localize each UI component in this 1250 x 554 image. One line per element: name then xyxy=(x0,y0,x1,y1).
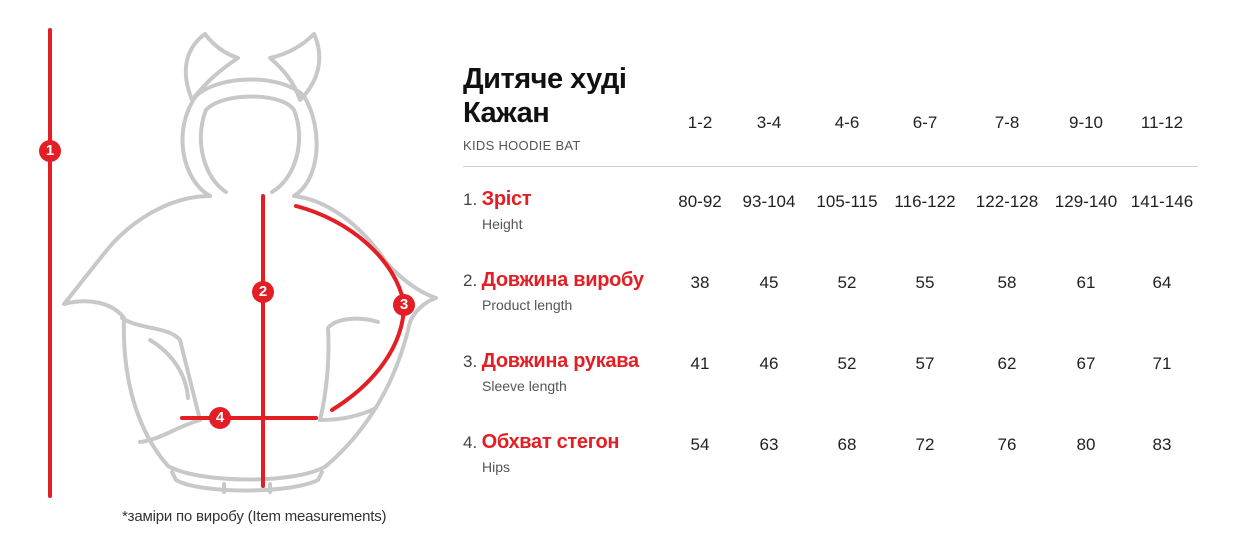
size-col-header: 11-12 xyxy=(1140,113,1184,132)
size-col-header: 9-10 xyxy=(1068,113,1104,132)
table-cell: 68 xyxy=(837,435,857,454)
table-cell: 45 xyxy=(759,273,779,292)
size-col-header: 7-8 xyxy=(994,113,1020,132)
row-number: 4. xyxy=(463,433,478,452)
table-cell: 72 xyxy=(915,435,935,454)
hoodie-diagram: 1 2 3 4 *заміри по виробу (Item measurem… xyxy=(0,0,450,554)
size-col-header: 4-6 xyxy=(834,113,860,132)
table-cell: 52 xyxy=(837,354,857,373)
row-number: 2. xyxy=(463,271,478,290)
table-cell: 105-115 xyxy=(816,192,878,211)
row-label: 2. Довжина виробу Product length xyxy=(463,269,644,313)
size-col-header: 1-2 xyxy=(687,113,713,132)
table-cell: 46 xyxy=(759,354,779,373)
header-divider xyxy=(463,166,1198,167)
table-cell: 54 xyxy=(690,435,710,454)
table-cell: 57 xyxy=(915,354,935,373)
row-title: Довжина виробу xyxy=(481,269,644,291)
row-label: 4. Обхват стегон Hips xyxy=(463,431,620,475)
row-title: Обхват стегон xyxy=(481,431,620,453)
table-cell: 41 xyxy=(690,354,710,373)
table-cell: 64 xyxy=(1152,273,1172,292)
marker-height: 1 xyxy=(39,140,61,162)
title-line-1: Дитяче худі xyxy=(463,63,627,95)
table-cell: 116-122 xyxy=(894,192,956,211)
table-cell: 129-140 xyxy=(1054,192,1118,211)
row-label: 1. Зріст Height xyxy=(463,188,532,232)
title-line-2: Кажан xyxy=(463,97,550,129)
product-title: Дитяче худі Кажан xyxy=(463,62,627,130)
row-title: Довжина рукава xyxy=(481,350,639,372)
size-col-header: 3-4 xyxy=(756,113,782,132)
table-cell: 122-128 xyxy=(975,192,1039,211)
marker-length: 2 xyxy=(252,281,274,303)
size-col-header: 6-7 xyxy=(912,113,938,132)
table-cell: 80 xyxy=(1076,435,1096,454)
row-title-en: Hips xyxy=(482,459,511,475)
hoodie-outline xyxy=(62,32,438,494)
table-cell: 38 xyxy=(690,273,710,292)
table-cell: 63 xyxy=(759,435,779,454)
table-cell: 93-104 xyxy=(742,192,796,211)
table-cell: 71 xyxy=(1152,354,1172,373)
marker-hips: 4 xyxy=(209,407,231,429)
table-cell: 76 xyxy=(997,435,1017,454)
row-number: 1. xyxy=(463,190,478,209)
table-cell: 52 xyxy=(837,273,857,292)
hoodie-illustration xyxy=(48,28,438,498)
measurement-note: *заміри по виробу (Item measurements) xyxy=(122,508,387,525)
table-cell: 67 xyxy=(1076,354,1096,373)
row-number: 3. xyxy=(463,352,478,371)
table-cell: 141-146 xyxy=(1130,192,1194,211)
table-cell: 58 xyxy=(997,273,1017,292)
sleeve-line xyxy=(294,204,407,412)
table-cell: 83 xyxy=(1152,435,1172,454)
product-subtitle: KIDS HOODIE BAT xyxy=(463,138,581,153)
table-cell: 62 xyxy=(997,354,1017,373)
row-label: 3. Довжина рукава Sleeve length xyxy=(463,350,639,394)
row-title-en: Sleeve length xyxy=(482,378,567,394)
table-cell: 80-92 xyxy=(678,192,722,211)
table-cell: 55 xyxy=(915,273,935,292)
marker-sleeve: 3 xyxy=(393,294,415,316)
table-cell: 61 xyxy=(1076,273,1096,292)
row-title-en: Product length xyxy=(482,297,573,313)
row-title: Зріст xyxy=(481,188,532,210)
row-title-en: Height xyxy=(482,216,523,232)
